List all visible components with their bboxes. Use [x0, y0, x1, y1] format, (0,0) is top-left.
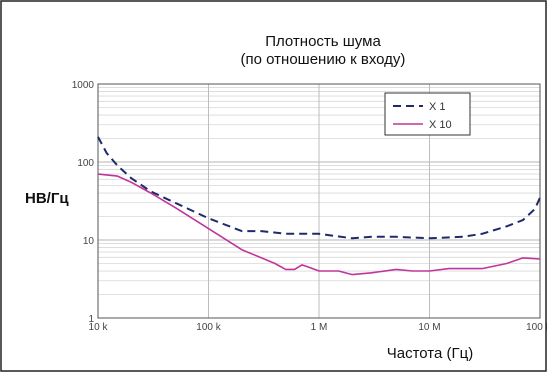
x-tick-label: 1 M [311, 322, 328, 333]
y-tick-label: 1 [88, 314, 94, 325]
x-tick-label: 100 k [196, 322, 221, 333]
legend: X 1 X 10 [384, 92, 471, 136]
x-tick-label: 10 M [418, 322, 440, 333]
y-axis-label: НВ/Гц [25, 190, 69, 207]
legend-label-x1: X 1 [429, 101, 446, 113]
y-axis-ticks: 1 10 100 1000 [72, 80, 95, 325]
y-tick-label: 10 [83, 236, 95, 247]
y-tick-label: 1000 [72, 80, 95, 91]
series-line-x1 [97, 136, 541, 240]
chart-title: Плотность шума [265, 33, 381, 50]
x-axis-label: Частота (Гц) [387, 345, 473, 362]
x-tick-label: 100 M [526, 322, 547, 333]
chart-subtitle: (по отношению к входу) [241, 51, 406, 68]
x-tick-label: 10 k [89, 322, 109, 333]
legend-label-x10: X 10 [429, 119, 452, 131]
series-lines [97, 136, 541, 276]
legend-box [384, 92, 471, 136]
plot-area-border [97, 83, 541, 319]
series-line-x10 [97, 173, 541, 276]
y-tick-label: 100 [77, 158, 94, 169]
x-axis-ticks: 10 k 100 k 1 M 10 M 100 M [89, 322, 547, 333]
